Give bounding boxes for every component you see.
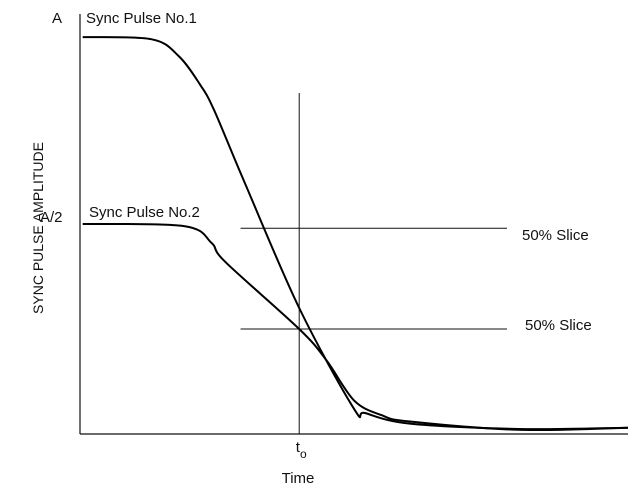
x-axis-title: Time	[282, 470, 315, 487]
t0-subscript: o	[300, 447, 307, 461]
y-tick-a-half: A/2	[40, 209, 63, 226]
t0-base: t	[296, 439, 301, 456]
slice-label-upper: 50% Slice	[522, 227, 589, 244]
y-tick-a: A	[52, 10, 62, 27]
y-axis-title: SYNC PULSE AMPLITUDE	[30, 142, 46, 314]
slice-label-lower: 50% Slice	[525, 317, 592, 334]
series-label-sync-pulse-1: Sync Pulse No.1	[86, 10, 197, 27]
series-sync-pulse-2	[82, 222, 628, 432]
series-label-sync-pulse-2: Sync Pulse No.2	[89, 204, 200, 221]
t0-label: to	[296, 439, 307, 461]
series-sync-pulse-1	[82, 36, 628, 431]
